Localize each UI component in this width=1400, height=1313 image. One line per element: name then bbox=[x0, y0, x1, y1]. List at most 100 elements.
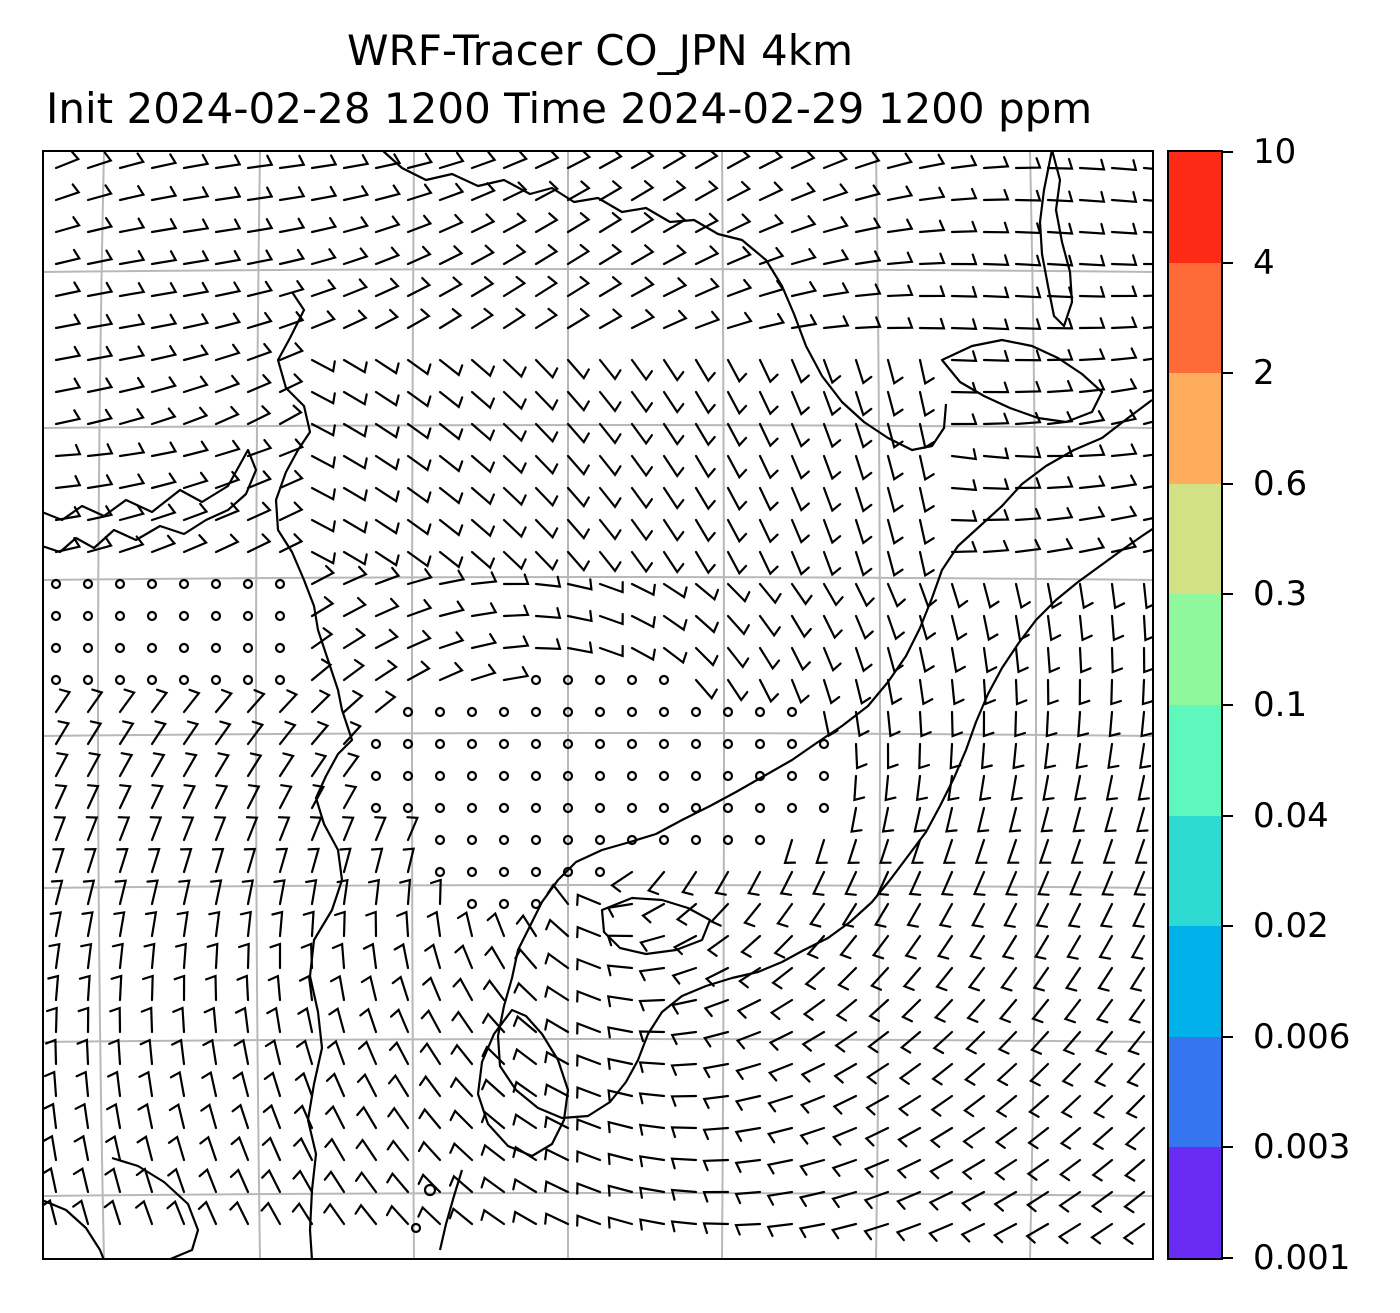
wind-barb bbox=[1040, 806, 1053, 833]
wind-barb bbox=[342, 358, 368, 374]
wind-barb bbox=[1042, 774, 1055, 801]
wind-barb bbox=[670, 1126, 698, 1139]
wind-barb bbox=[502, 422, 527, 443]
wind-barb bbox=[116, 847, 129, 874]
wind-barb bbox=[355, 1138, 378, 1162]
wind-barb bbox=[766, 1222, 794, 1237]
wind-barb bbox=[854, 742, 868, 770]
wind-barb bbox=[1142, 485, 1154, 490]
wind-barb bbox=[150, 720, 167, 746]
wind-barb bbox=[1014, 286, 1042, 299]
wind-barb bbox=[78, 974, 91, 1002]
calm-wind-circle bbox=[594, 738, 606, 750]
wind-barb bbox=[950, 286, 978, 298]
calm-wind-circle bbox=[242, 674, 254, 686]
wind-barb bbox=[1025, 1190, 1050, 1213]
wind-barb bbox=[54, 784, 68, 810]
wind-barb bbox=[758, 646, 781, 671]
wind-barb bbox=[735, 1030, 762, 1050]
colorbar-tick bbox=[1223, 151, 1233, 153]
wind-barb bbox=[310, 689, 331, 714]
wind-barb bbox=[534, 550, 559, 572]
wind-barb bbox=[118, 688, 136, 714]
calm-wind-circle bbox=[658, 738, 670, 750]
wind-barb bbox=[854, 358, 873, 385]
wind-barb bbox=[630, 358, 653, 382]
wind-barb bbox=[982, 350, 1010, 362]
wind-barb bbox=[758, 582, 782, 605]
wind-barb bbox=[694, 390, 716, 415]
wind-barb bbox=[790, 248, 817, 266]
wind-barb bbox=[790, 678, 810, 705]
wind-barb bbox=[902, 966, 922, 991]
wind-barb bbox=[278, 342, 305, 362]
wind-barb bbox=[1110, 191, 1138, 204]
wind-barb bbox=[470, 602, 498, 618]
wind-barb bbox=[534, 486, 559, 508]
wind-barb bbox=[790, 281, 818, 298]
wind-barb bbox=[310, 422, 336, 437]
wind-barb bbox=[76, 1038, 90, 1066]
wind-barb bbox=[906, 902, 922, 928]
wind-barb bbox=[104, 1167, 122, 1194]
wind-barb bbox=[949, 742, 962, 770]
calm-wind-circle bbox=[754, 706, 766, 718]
wind-barb bbox=[670, 1094, 698, 1107]
wind-barb bbox=[1078, 317, 1106, 330]
wind-barb bbox=[339, 847, 352, 874]
wind-barb bbox=[886, 284, 914, 298]
wind-barb bbox=[246, 249, 274, 266]
calm-wind-circle bbox=[434, 738, 446, 750]
wind-barb bbox=[896, 1158, 922, 1179]
wind-barb bbox=[638, 1092, 666, 1105]
wind-barb bbox=[847, 838, 860, 865]
wind-barb bbox=[734, 1094, 762, 1111]
wind-barb bbox=[1098, 934, 1114, 960]
wind-barb bbox=[638, 998, 666, 1012]
wind-barb bbox=[918, 219, 946, 234]
wind-barb bbox=[607, 1026, 634, 1039]
wind-barb bbox=[1075, 742, 1088, 770]
wind-barb bbox=[726, 358, 748, 384]
wind-barb bbox=[758, 214, 785, 234]
wind-barb bbox=[598, 308, 623, 330]
wind-barb bbox=[898, 1062, 922, 1085]
wind-barb bbox=[450, 1043, 474, 1066]
calm-wind-circle bbox=[754, 802, 766, 814]
wind-barb bbox=[50, 879, 64, 906]
calm-wind-circle bbox=[626, 738, 638, 750]
wind-barb bbox=[854, 550, 873, 577]
wind-barb bbox=[246, 280, 274, 298]
wind-barb bbox=[1064, 966, 1082, 992]
wind-barb bbox=[638, 1123, 666, 1136]
wind-barb bbox=[766, 1190, 794, 1206]
wind-barb bbox=[182, 406, 209, 426]
wind-barb bbox=[929, 1126, 954, 1148]
wind-barb bbox=[598, 180, 623, 202]
wind-barb bbox=[598, 390, 622, 413]
colorbar-segment bbox=[1169, 262, 1221, 374]
wind-barb bbox=[118, 473, 146, 490]
wind-barb bbox=[743, 902, 762, 928]
wind-barb bbox=[886, 614, 905, 641]
wind-barb bbox=[117, 816, 131, 842]
wind-barb bbox=[148, 847, 161, 874]
wind-barb bbox=[1037, 870, 1050, 896]
wind-barb bbox=[982, 286, 1010, 299]
wind-barb bbox=[672, 934, 698, 956]
wind-barb bbox=[86, 784, 100, 810]
wind-barb bbox=[734, 1190, 762, 1205]
wind-barb bbox=[694, 212, 720, 234]
wind-barb bbox=[662, 358, 685, 382]
wind-barb bbox=[790, 518, 810, 544]
wind-barb bbox=[790, 182, 817, 202]
wind-barb bbox=[1043, 742, 1057, 770]
calm-wind-circle bbox=[82, 578, 94, 590]
calm-wind-circle bbox=[50, 642, 62, 654]
wind-barb bbox=[950, 614, 968, 642]
wind-barb bbox=[512, 1014, 538, 1034]
wind-barb bbox=[630, 276, 655, 298]
wind-barb bbox=[451, 1010, 474, 1034]
wind-barb bbox=[694, 310, 721, 330]
calm-wind-circle bbox=[82, 674, 94, 686]
